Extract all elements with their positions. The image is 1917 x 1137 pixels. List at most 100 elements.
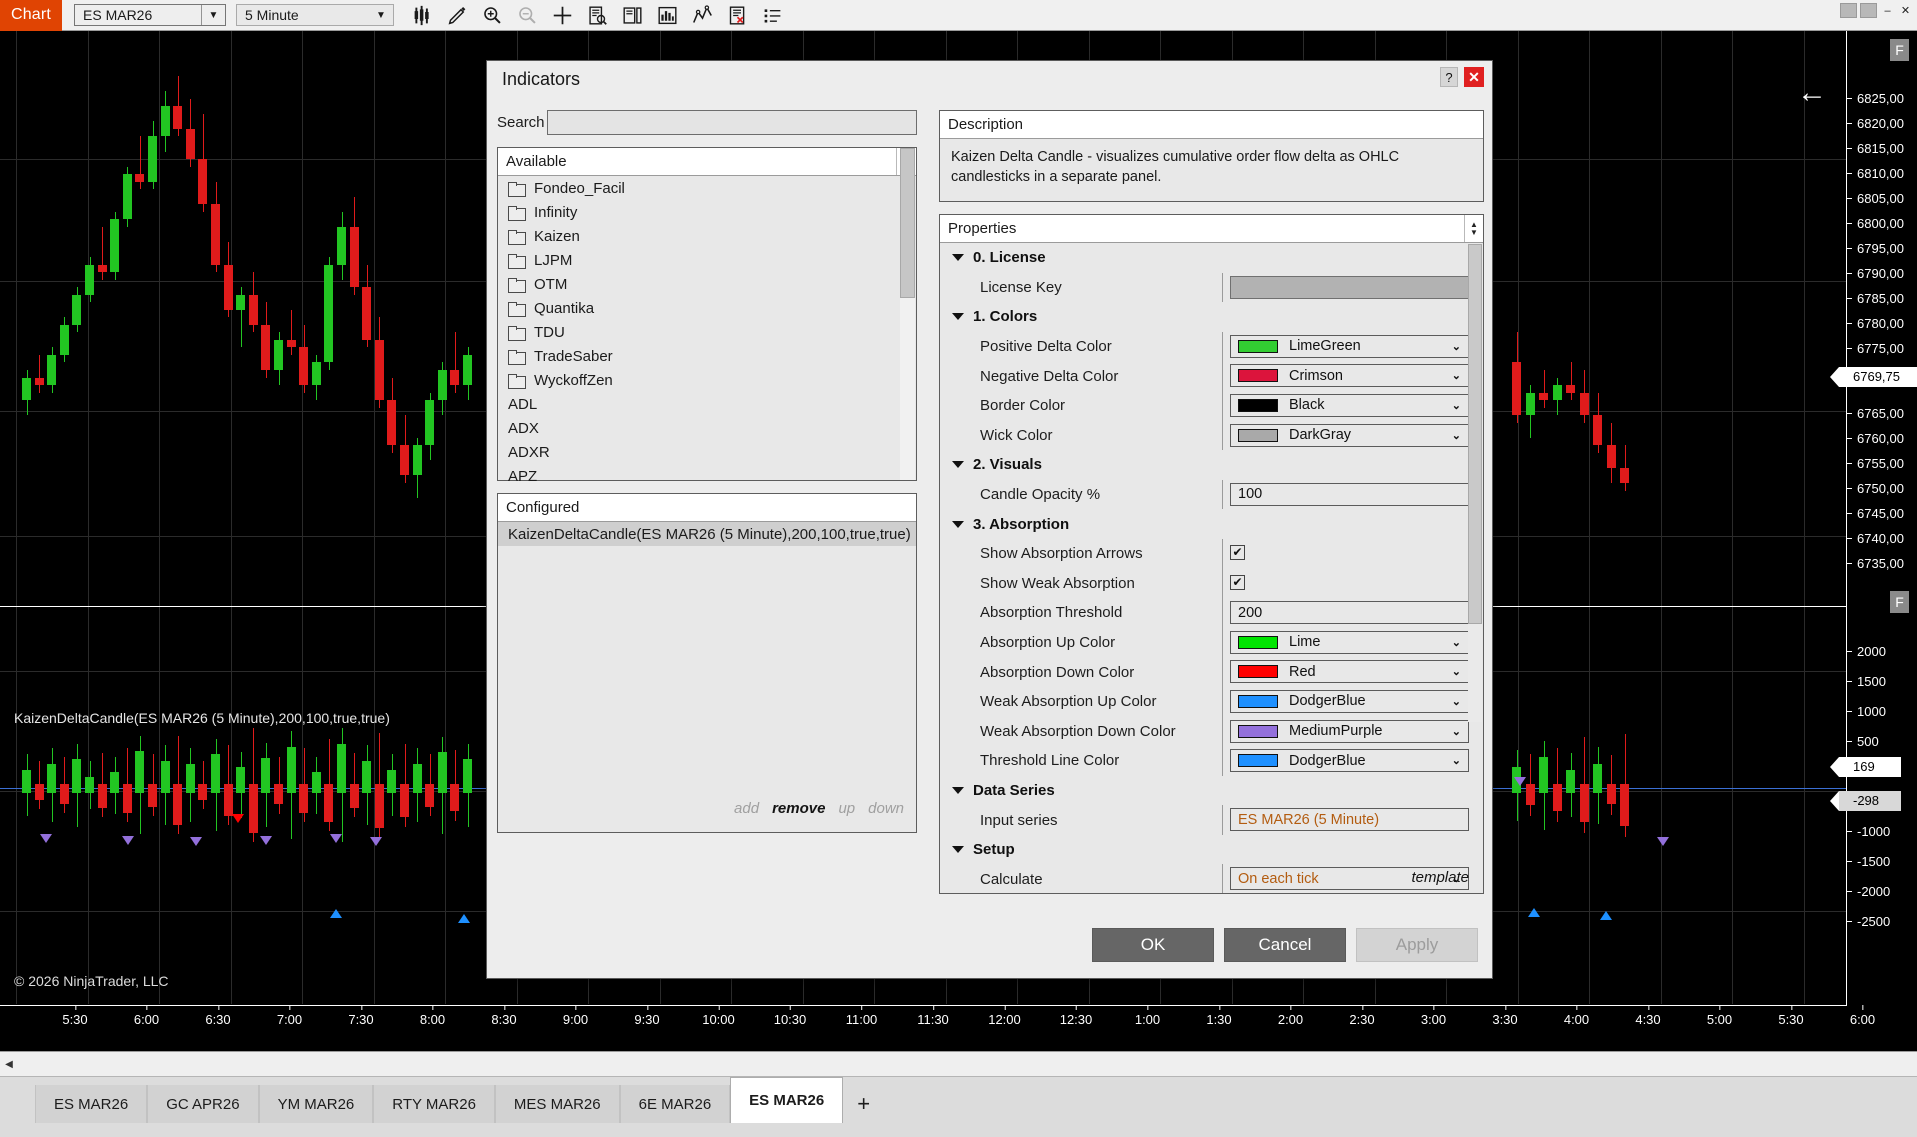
properties-sort-spinner[interactable]: ▲ ▼ (1464, 215, 1483, 242)
calculate-combo[interactable]: On each tick ⌄ (1230, 867, 1469, 891)
triangle-down-icon[interactable] (952, 254, 964, 262)
color-combo[interactable]: DodgerBlue ⌄ (1230, 689, 1469, 713)
cancel-button[interactable]: Cancel (1224, 928, 1346, 962)
triangle-down-icon[interactable] (952, 313, 964, 321)
property-group-header[interactable]: 1. Colors (940, 308, 1037, 325)
input-series-field[interactable]: ES MAR26 (5 Minute) (1230, 808, 1469, 832)
ok-button[interactable]: OK (1092, 928, 1214, 962)
configured-list-item[interactable]: KaizenDeltaCandle(ES MAR26 (5 Minute),20… (498, 522, 916, 546)
workspace-tab-6e-mar26-5[interactable]: 6E MAR26 (619, 1085, 731, 1123)
pencil-icon[interactable] (447, 5, 468, 26)
list-item[interactable]: TDU (498, 320, 916, 344)
up-button[interactable]: up (838, 800, 856, 817)
apply-button[interactable]: Apply (1356, 928, 1478, 962)
layout-icon[interactable] (622, 5, 643, 26)
chevron-down-icon[interactable]: ▼ (1470, 227, 1478, 237)
color-combo[interactable]: DodgerBlue ⌄ (1230, 749, 1469, 773)
property-group-header[interactable]: 0. License (940, 249, 1046, 266)
color-combo[interactable]: Lime ⌄ (1230, 630, 1469, 654)
scroll-thumb[interactable] (900, 148, 915, 298)
add-tab-button[interactable]: + (843, 1085, 885, 1123)
chevron-down-icon[interactable]: ⌄ (1451, 399, 1461, 412)
chevron-down-icon[interactable]: ⌄ (1451, 755, 1461, 768)
list-item[interactable]: APZ (498, 464, 916, 483)
triangle-down-icon[interactable] (952, 520, 964, 528)
chevron-down-icon[interactable]: ▼ (201, 5, 225, 25)
restore-button[interactable] (1840, 3, 1857, 18)
triangle-down-icon[interactable] (952, 786, 964, 794)
property-group-header[interactable]: Setup (940, 841, 1015, 858)
workspace-tab-gc-apr26-1[interactable]: GC APR26 (147, 1085, 259, 1123)
color-combo[interactable]: Black ⌄ (1230, 393, 1469, 417)
property-checkbox[interactable]: ✔ (1230, 574, 1245, 590)
color-combo[interactable]: LimeGreen ⌄ (1230, 334, 1469, 358)
available-indicators-listbox[interactable]: Available ▲ ▼ Fondeo_Facil Infinity Kaizen… (497, 147, 917, 482)
properties-panel[interactable]: Properties ▲ ▼ 0. License License Key 1. C… (939, 214, 1484, 894)
list-item[interactable]: LJPM (498, 248, 916, 272)
scroll-left-icon[interactable]: ◀ (5, 1058, 13, 1070)
horizontal-scrollbar[interactable]: ◀ (0, 1051, 1917, 1077)
list-item[interactable]: WyckoffZen (498, 368, 916, 392)
list-item[interactable]: Kaizen (498, 224, 916, 248)
list-item[interactable]: ADXR (498, 440, 916, 464)
period-selector[interactable]: 5 Minute ▼ (236, 4, 394, 26)
bar-chart-icon[interactable] (412, 5, 433, 26)
close-icon[interactable]: ✕ (1464, 67, 1484, 87)
color-combo[interactable]: Red ⌄ (1230, 660, 1469, 684)
down-button[interactable]: down (868, 800, 904, 817)
workspace-tab-rty-mar26-3[interactable]: RTY MAR26 (373, 1085, 495, 1123)
property-group-header[interactable]: Data Series (940, 782, 1055, 799)
color-combo[interactable]: DarkGray ⌄ (1230, 423, 1469, 447)
configured-items-container[interactable]: KaizenDeltaCandle(ES MAR26 (5 Minute),20… (498, 522, 916, 800)
color-combo[interactable]: Crimson ⌄ (1230, 364, 1469, 388)
workspace-tab-mes-mar26-4[interactable]: MES MAR26 (494, 1085, 620, 1123)
workspace-tab-es-mar26-0[interactable]: ES MAR26 (35, 1085, 148, 1123)
available-items-container[interactable]: Fondeo_Facil Infinity Kaizen LJPM OTM Quantik… (498, 176, 916, 482)
minimize-button[interactable]: – (1880, 3, 1895, 18)
search-input[interactable] (547, 110, 917, 135)
license-key-field[interactable] (1230, 275, 1469, 299)
chevron-up-icon[interactable]: ▲ (1470, 219, 1478, 229)
list-item[interactable]: ADL (498, 392, 916, 416)
chevron-down-icon[interactable]: ⌄ (1451, 370, 1461, 383)
list-item[interactable]: Quantika (498, 296, 916, 320)
chevron-down-icon[interactable]: ⌄ (1451, 695, 1461, 708)
dialog-titlebar[interactable]: Indicators ? ✕ (487, 61, 1492, 98)
property-group-header[interactable]: 2. Visuals (940, 456, 1042, 473)
chevron-down-icon[interactable]: ▼ (376, 9, 386, 21)
data-box-icon[interactable] (587, 5, 608, 26)
zoom-in-icon[interactable] (482, 5, 503, 26)
color-combo[interactable]: MediumPurple ⌄ (1230, 719, 1469, 743)
configured-indicators-listbox[interactable]: Configured KaizenDeltaCandle(ES MAR26 (5… (497, 493, 917, 833)
list-icon[interactable] (762, 5, 783, 26)
chart-app-badge[interactable]: Chart (0, 0, 62, 31)
workspace-tab-ym-mar26-2[interactable]: YM MAR26 (258, 1085, 374, 1123)
available-list-scrollbar[interactable] (900, 148, 915, 480)
list-item[interactable]: Fondeo_Facil (498, 176, 916, 200)
histogram-icon[interactable] (657, 5, 678, 26)
close-window-button[interactable]: ✕ (1898, 3, 1913, 18)
property-checkbox[interactable]: ✔ (1230, 544, 1245, 560)
clipboard-x-icon[interactable] (727, 5, 748, 26)
triangle-down-icon[interactable] (952, 846, 964, 854)
chevron-down-icon[interactable]: ⌄ (1451, 636, 1461, 649)
workspace-tab-es-mar26-6[interactable]: ES MAR26 (730, 1077, 844, 1123)
property-group-header[interactable]: 3. Absorption (940, 516, 1069, 533)
list-item[interactable]: TradeSaber (498, 344, 916, 368)
properties-scrollbar[interactable] (1468, 244, 1482, 722)
time-axis[interactable]: 5:30 6:00 6:30 7:00 7:30 8:00 8:30 9:00 9:30 10:0… (0, 1005, 1875, 1051)
chevron-down-icon[interactable]: ⌄ (1451, 873, 1461, 886)
chevron-down-icon[interactable]: ⌄ (1451, 725, 1461, 738)
maximize-button[interactable] (1860, 3, 1877, 18)
property-text-field[interactable]: 200 (1230, 601, 1469, 625)
zoom-out-icon[interactable] (517, 5, 538, 26)
chevron-down-icon[interactable]: ⌄ (1451, 340, 1461, 353)
price-axis[interactable]: F 6825,00 6820,00 6815,00 6810,00 6805,00 6800… (1830, 31, 1917, 1004)
list-item[interactable]: ADX (498, 416, 916, 440)
add-button[interactable]: add (734, 800, 760, 817)
triangle-down-icon[interactable] (952, 461, 964, 469)
help-icon[interactable]: ? (1440, 67, 1458, 87)
line-series-icon[interactable] (692, 4, 713, 26)
property-text-field[interactable]: 100 (1230, 482, 1469, 506)
chevron-down-icon[interactable]: ⌄ (1451, 666, 1461, 679)
